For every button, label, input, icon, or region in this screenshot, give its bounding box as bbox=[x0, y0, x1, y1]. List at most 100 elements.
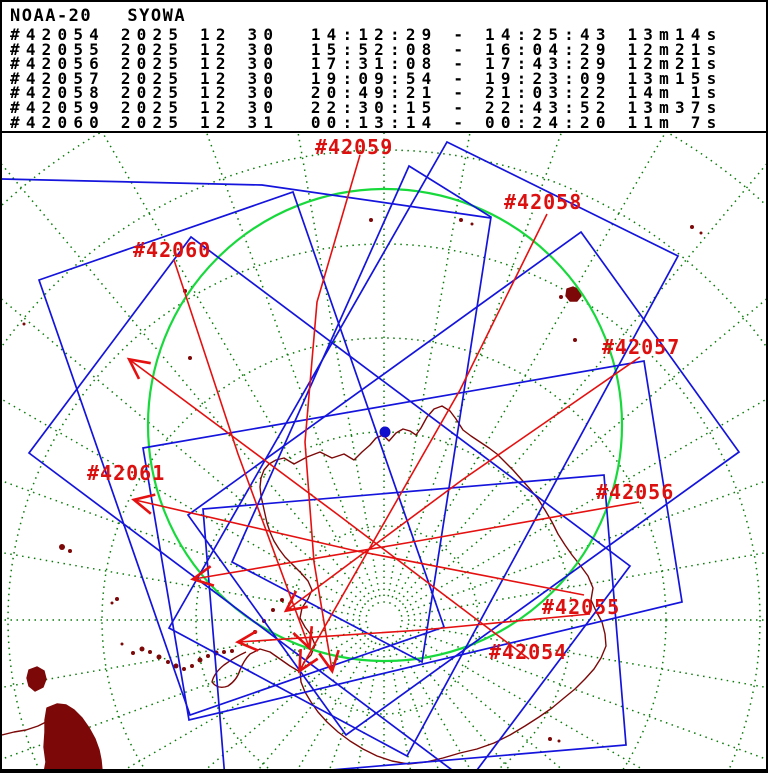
track-#42058 bbox=[298, 213, 548, 674]
meridian-ray bbox=[395, 640, 471, 769]
meridian-ray bbox=[2, 163, 370, 603]
swath-#42060 bbox=[37, 190, 446, 717]
latitude-ring bbox=[7, 243, 761, 769]
coastline-antarctic-peninsula bbox=[211, 648, 301, 689]
pass-label: #42061 bbox=[87, 461, 165, 485]
island bbox=[110, 601, 114, 605]
track-#42057 bbox=[283, 356, 641, 613]
pass-row: #42056 2025 12 30 17:31:08 - 17:43:29 12… bbox=[10, 54, 723, 74]
island bbox=[548, 737, 552, 741]
island bbox=[559, 295, 563, 299]
meridian-ray bbox=[404, 398, 766, 609]
pass-row: #42054 2025 12 30 14:12:29 - 14:25:43 13… bbox=[10, 25, 723, 44]
meridian-ray bbox=[387, 133, 471, 597]
meridian-ray bbox=[406, 627, 766, 760]
island bbox=[120, 642, 124, 646]
meridian-ray bbox=[398, 163, 766, 603]
swath-#42059 bbox=[230, 164, 492, 664]
meridian-ray bbox=[401, 298, 766, 606]
meridian-ray bbox=[407, 623, 766, 689]
island bbox=[139, 646, 145, 652]
island bbox=[690, 225, 694, 229]
pass-table-header: NOAA-20 SYOWA #42054 2025 12 30 14:12:29… bbox=[2, 2, 766, 132]
latitude-ring bbox=[2, 149, 766, 348]
pass-label: #42058 bbox=[504, 190, 582, 214]
island bbox=[156, 654, 162, 660]
meridian-ray bbox=[297, 640, 373, 769]
track-#42061 bbox=[131, 493, 585, 596]
meridian-ray bbox=[407, 551, 766, 617]
station-marker bbox=[379, 426, 391, 438]
island bbox=[222, 650, 226, 654]
meridian-ray bbox=[124, 631, 364, 769]
island bbox=[166, 660, 170, 664]
meridian-ray bbox=[406, 480, 766, 613]
island bbox=[188, 356, 192, 360]
pass-row: #42057 2025 12 30 19:09:54 - 19:23:09 13… bbox=[10, 68, 723, 88]
island bbox=[182, 667, 186, 671]
island bbox=[115, 597, 119, 601]
swath-#42056 bbox=[142, 360, 683, 722]
meridian-ray bbox=[391, 642, 440, 769]
meridian-ray bbox=[398, 637, 511, 769]
meridian-ray bbox=[2, 480, 362, 613]
island bbox=[190, 664, 194, 668]
coastline-falkland-islands bbox=[26, 666, 47, 692]
track-#42059 bbox=[304, 154, 361, 674]
island bbox=[173, 663, 179, 669]
pass-label: #42055 bbox=[542, 595, 620, 619]
island bbox=[131, 651, 135, 655]
page-title: NOAA-20 SYOWA bbox=[10, 6, 186, 26]
island bbox=[699, 231, 703, 235]
island bbox=[369, 218, 373, 222]
island bbox=[557, 739, 561, 743]
visibility-circle bbox=[146, 187, 624, 663]
latitude-ring bbox=[365, 601, 403, 639]
meridian-ray bbox=[2, 551, 361, 617]
island bbox=[459, 218, 463, 222]
pass-list: #42054 2025 12 30 14:12:29 - 14:25:43 13… bbox=[10, 25, 723, 132]
island bbox=[148, 650, 152, 654]
pass-label: #42060 bbox=[133, 238, 211, 262]
meridian-ray bbox=[391, 133, 563, 598]
pass-row: #42059 2025 12 30 22:30:15 - 22:43:52 13… bbox=[10, 97, 723, 117]
meridian-ray bbox=[328, 642, 377, 769]
coastline-kerguelen bbox=[565, 286, 582, 302]
swath-#42055 bbox=[202, 474, 627, 769]
island bbox=[197, 657, 203, 663]
header-separator bbox=[2, 131, 766, 133]
pass-label: #42056 bbox=[596, 480, 674, 504]
swath-#42057 bbox=[186, 230, 741, 737]
island bbox=[206, 654, 210, 658]
pass-label: #42057 bbox=[602, 335, 680, 359]
pass-row: #42060 2025 12 31 00:13:14 - 00:24:20 11… bbox=[10, 112, 723, 132]
island bbox=[59, 544, 65, 550]
meridian-ray bbox=[257, 637, 370, 769]
island bbox=[470, 222, 474, 226]
meridian-ray bbox=[2, 298, 367, 606]
track-#42060 bbox=[173, 259, 314, 651]
pass-label: #42054 bbox=[489, 640, 567, 664]
meridian-ray bbox=[395, 133, 667, 600]
meridian-ray bbox=[205, 634, 367, 769]
swath-#42054 bbox=[27, 235, 632, 769]
latitude-ring bbox=[195, 431, 573, 769]
pass-row: #42055 2025 12 30 15:52:08 - 16:04:29 12… bbox=[10, 39, 723, 59]
latitude-ring bbox=[289, 525, 479, 715]
station-name: SYOWA bbox=[127, 6, 187, 26]
island bbox=[253, 630, 257, 634]
island bbox=[271, 608, 275, 612]
island bbox=[22, 322, 26, 326]
track-#42056 bbox=[190, 501, 640, 587]
satellite-name: NOAA-20 bbox=[10, 6, 93, 26]
island bbox=[230, 649, 234, 653]
island bbox=[280, 598, 284, 602]
meridian-ray bbox=[205, 133, 377, 598]
coastline-east-antarctica bbox=[259, 405, 607, 765]
coastline-tierra-del-fuego bbox=[43, 703, 103, 769]
pass-row: #42058 2025 12 30 20:49:21 - 21:03:22 14… bbox=[10, 83, 723, 103]
meridian-ray bbox=[2, 627, 362, 760]
